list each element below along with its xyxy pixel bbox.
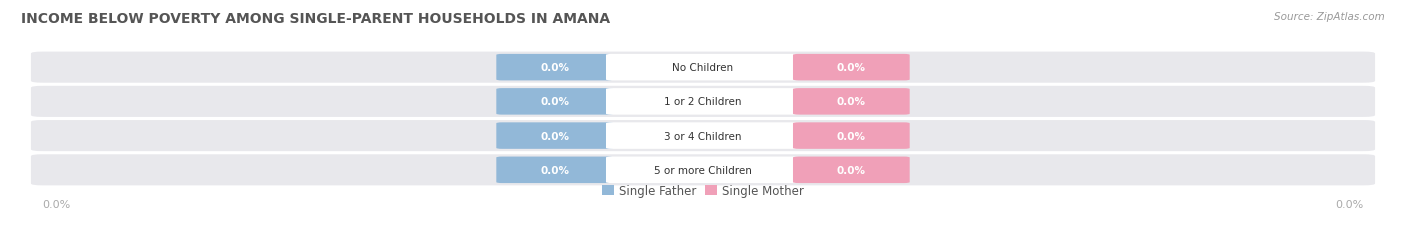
Text: 0.0%: 0.0% xyxy=(837,165,866,175)
FancyBboxPatch shape xyxy=(606,89,800,115)
FancyBboxPatch shape xyxy=(496,123,613,149)
FancyBboxPatch shape xyxy=(496,89,613,115)
Text: 0.0%: 0.0% xyxy=(837,63,866,73)
FancyBboxPatch shape xyxy=(606,55,800,81)
FancyBboxPatch shape xyxy=(31,86,1375,117)
Text: 1 or 2 Children: 1 or 2 Children xyxy=(664,97,742,107)
FancyBboxPatch shape xyxy=(31,52,1375,83)
Text: 0.0%: 0.0% xyxy=(540,63,569,73)
Text: 5 or more Children: 5 or more Children xyxy=(654,165,752,175)
FancyBboxPatch shape xyxy=(31,155,1375,185)
FancyBboxPatch shape xyxy=(793,55,910,81)
FancyBboxPatch shape xyxy=(793,89,910,115)
FancyBboxPatch shape xyxy=(606,123,800,149)
Text: 0.0%: 0.0% xyxy=(540,97,569,107)
Text: Source: ZipAtlas.com: Source: ZipAtlas.com xyxy=(1274,12,1385,21)
Text: 0.0%: 0.0% xyxy=(837,97,866,107)
FancyBboxPatch shape xyxy=(793,157,910,183)
FancyBboxPatch shape xyxy=(31,121,1375,152)
FancyBboxPatch shape xyxy=(606,157,800,183)
Text: INCOME BELOW POVERTY AMONG SINGLE-PARENT HOUSEHOLDS IN AMANA: INCOME BELOW POVERTY AMONG SINGLE-PARENT… xyxy=(21,12,610,25)
Text: 0.0%: 0.0% xyxy=(837,131,866,141)
Text: 0.0%: 0.0% xyxy=(42,199,70,209)
Text: 0.0%: 0.0% xyxy=(540,165,569,175)
Legend: Single Father, Single Mother: Single Father, Single Mother xyxy=(602,185,804,198)
FancyBboxPatch shape xyxy=(496,157,613,183)
Text: 3 or 4 Children: 3 or 4 Children xyxy=(664,131,742,141)
FancyBboxPatch shape xyxy=(496,55,613,81)
Text: 0.0%: 0.0% xyxy=(540,131,569,141)
FancyBboxPatch shape xyxy=(793,123,910,149)
Text: 0.0%: 0.0% xyxy=(1336,199,1364,209)
Text: No Children: No Children xyxy=(672,63,734,73)
